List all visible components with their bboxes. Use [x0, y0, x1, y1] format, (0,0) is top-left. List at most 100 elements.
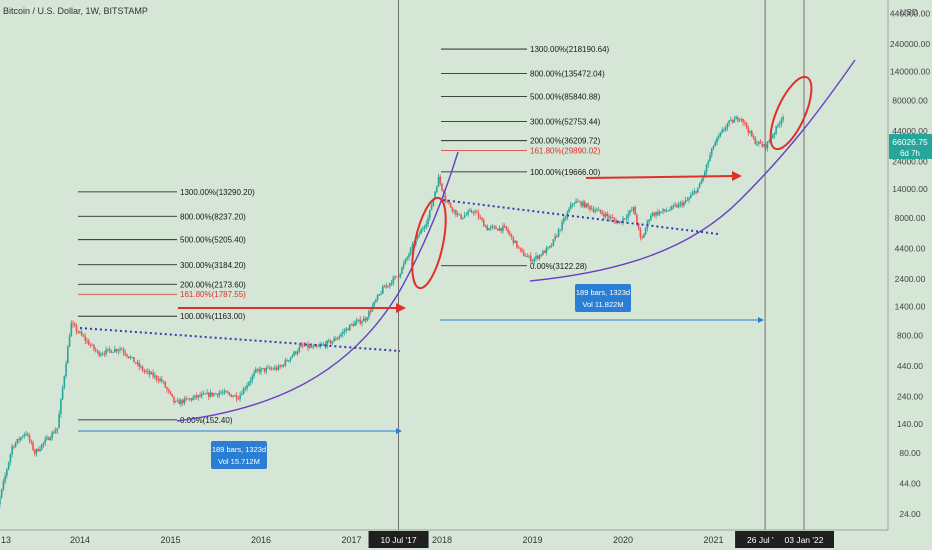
date-marker-label: 10 Jul '17 — [380, 535, 416, 545]
candle-body — [284, 360, 287, 366]
candle-body — [749, 130, 751, 133]
candle-body — [507, 229, 509, 233]
candle-body — [458, 213, 461, 215]
fib-level-label: 0.00%(3122.28) — [530, 262, 587, 271]
candle-body — [291, 355, 294, 358]
candle-body — [733, 119, 736, 123]
candle-body — [345, 328, 348, 332]
candle-body — [148, 371, 151, 375]
price-tick-label: 8000.00 — [895, 213, 926, 223]
candle-body — [355, 320, 358, 323]
candle-body — [244, 388, 247, 390]
candle-body — [242, 388, 245, 395]
candle-body — [279, 365, 281, 367]
candle-body — [68, 336, 71, 347]
candle-body — [754, 138, 757, 144]
price-tick-label: 1400.00 — [895, 302, 926, 312]
candle-body — [101, 353, 104, 355]
candle-body — [216, 393, 219, 396]
candle-body — [274, 367, 276, 370]
candle-body — [535, 255, 537, 259]
candle-body — [618, 221, 621, 223]
highlight-ellipse-1 — [411, 196, 447, 290]
candle-body — [710, 148, 713, 156]
candle-body — [136, 362, 139, 364]
candle-body — [434, 191, 436, 199]
candle-body — [373, 301, 375, 307]
candle-body — [20, 437, 22, 441]
candle-body — [277, 365, 280, 370]
candle-body — [477, 212, 480, 218]
candle-body — [13, 446, 15, 448]
range-vol-text: Vol 15.712M — [218, 457, 260, 466]
candle-body — [691, 192, 694, 196]
candle-body — [58, 413, 60, 429]
candle-body — [569, 204, 572, 209]
candle-body — [110, 350, 113, 353]
candle-body — [23, 434, 26, 437]
candle-body — [333, 338, 335, 342]
time-tick-label: 2017 — [341, 535, 361, 545]
candle-body — [107, 348, 109, 350]
candle-body — [331, 341, 334, 344]
candle-body — [70, 323, 73, 337]
candle-body — [533, 258, 536, 262]
candle-body — [328, 340, 330, 342]
candle-body — [514, 240, 516, 244]
fib-level-label: 161.80%(1787.55) — [180, 290, 246, 299]
price-tick-label: 140000.00 — [890, 67, 930, 77]
candle-body — [505, 226, 508, 230]
candle-body — [390, 283, 393, 284]
candle-body — [385, 285, 388, 288]
candle-body — [312, 346, 315, 348]
candle-body — [500, 227, 502, 231]
candle-body — [615, 220, 617, 224]
candle-body — [662, 209, 664, 212]
candle-body — [688, 197, 690, 200]
candle-body — [211, 392, 214, 396]
candle-body — [735, 117, 737, 120]
candle-body — [37, 448, 40, 452]
candle-body — [75, 325, 78, 332]
candle-body — [169, 391, 172, 394]
candle-body — [707, 161, 710, 165]
time-axis-panel[interactable] — [0, 530, 932, 550]
candle-body — [705, 164, 708, 172]
candle-body — [712, 146, 715, 149]
candle-body — [256, 369, 259, 371]
candle-body — [154, 375, 156, 377]
candle-body — [773, 132, 776, 136]
chart-title: Bitcoin / U.S. Dollar, 1W, BITSTAMP — [3, 6, 148, 16]
candle-body — [552, 239, 555, 246]
candle-body — [281, 365, 283, 367]
candle-body — [677, 203, 680, 208]
candle-body — [120, 348, 123, 350]
candle-body — [241, 394, 243, 395]
candle-body — [448, 202, 450, 204]
range-info-box — [575, 284, 631, 312]
candle-body — [679, 202, 682, 204]
candle-body — [486, 226, 489, 231]
candle-body — [157, 379, 160, 381]
candle-body — [536, 255, 539, 259]
candle-body — [657, 211, 659, 215]
candle-body — [376, 295, 379, 300]
candle-body — [382, 286, 384, 294]
candle-body — [575, 201, 577, 204]
candle-body — [512, 236, 515, 244]
candle-body — [395, 276, 398, 278]
candle-body — [730, 119, 732, 121]
price-axis-panel[interactable] — [888, 0, 932, 530]
candle-body — [693, 191, 696, 193]
fib-level-label: 800.00%(135472.04) — [530, 69, 605, 78]
candle-body — [435, 186, 438, 192]
price-tick-label: 440.00 — [897, 361, 923, 371]
candle-body — [86, 340, 88, 342]
fib-arrow-1-head — [396, 303, 406, 313]
time-tick-label: 2015 — [160, 535, 180, 545]
candle-body — [204, 393, 207, 395]
price-tick-label: 24.00 — [899, 509, 921, 519]
candle-body — [282, 365, 285, 366]
